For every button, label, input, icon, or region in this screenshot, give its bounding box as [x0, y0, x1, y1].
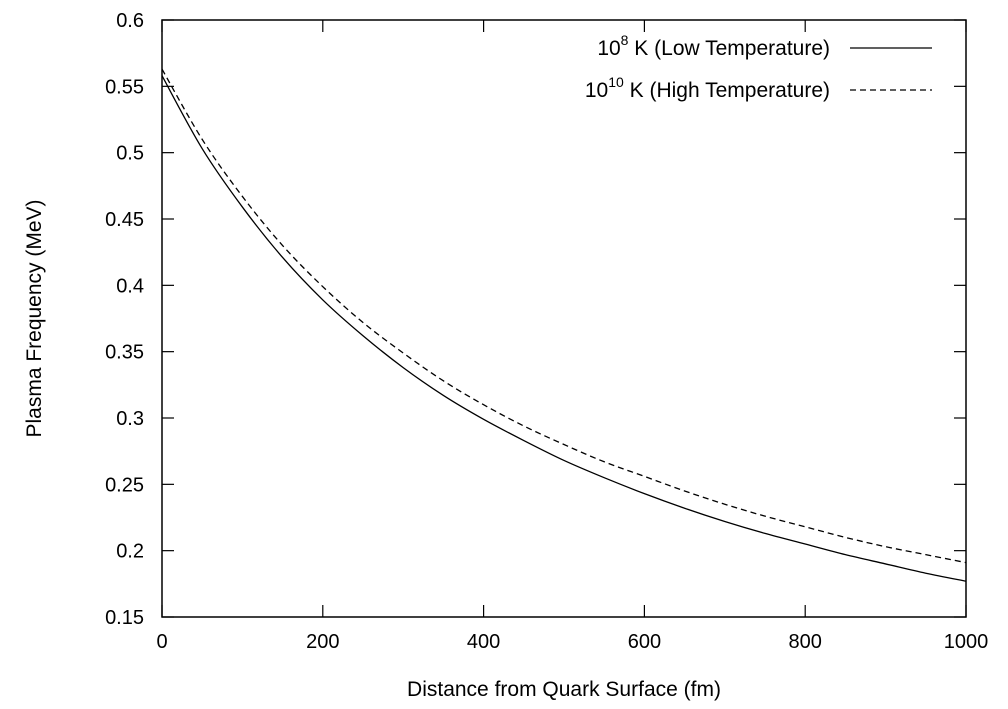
low-temperature-line [161, 75, 967, 582]
x-tick-label: 1000 [944, 631, 989, 653]
y-tick-label: 0.55 [105, 76, 144, 98]
legend-label: 108 K (Low Temperature) [597, 32, 830, 60]
y-tick-label: 0.4 [116, 275, 144, 297]
x-tick-label: 400 [467, 631, 500, 653]
axis-ticks [161, 19, 967, 618]
legend: 108 K (Low Temperature) 1010 K (High Temp… [585, 32, 932, 102]
y-tick-label: 0.2 [116, 541, 144, 563]
tick-labels: 0 200 400 600 800 1000 0.15 0.2 0.25 0.3 0.35 0.4 0.… [105, 10, 988, 653]
legend-label: 1010 K (High Temperature) [585, 74, 830, 102]
y-tick-label: 0.15 [105, 607, 144, 629]
x-tick-label: 800 [789, 631, 822, 653]
x-tick-label: 600 [628, 631, 661, 653]
y-tick-label: 0.6 [116, 10, 144, 32]
plot-frame [161, 19, 967, 618]
high-temperature-line [161, 68, 967, 564]
y-tick-label: 0.5 [116, 143, 144, 165]
plot-lines [161, 68, 967, 582]
y-tick-label: 0.25 [105, 474, 144, 496]
y-tick-label: 0.35 [105, 342, 144, 364]
x-axis-title: Distance from Quark Surface (fm) [407, 678, 721, 701]
y-axis-title: Plasma Frequency (MeV) [23, 199, 46, 437]
y-tick-label: 0.45 [105, 209, 144, 231]
x-tick-label: 0 [156, 631, 167, 653]
x-tick-label: 200 [306, 631, 339, 653]
y-tick-label: 0.3 [116, 408, 144, 430]
